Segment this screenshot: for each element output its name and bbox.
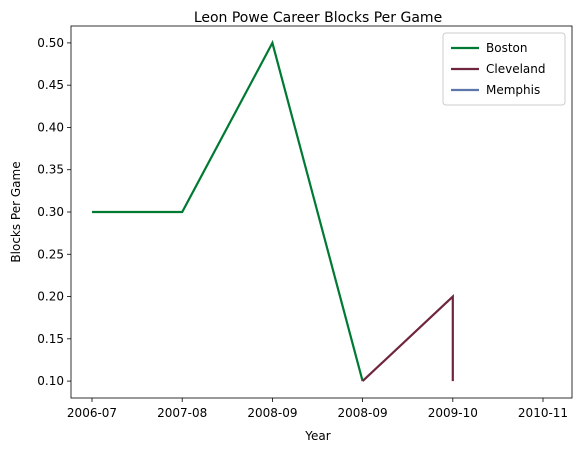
legend-label-cleveland: Cleveland [486, 62, 546, 76]
chart-title: Leon Powe Career Blocks Per Game [194, 10, 442, 26]
x-tick-label: 2010-11 [518, 406, 568, 420]
y-tick-label: 0.25 [37, 247, 64, 261]
legend-label-memphis: Memphis [486, 83, 540, 97]
x-tick-label: 2007-08 [157, 406, 207, 420]
legend-label-boston: Boston [486, 41, 527, 55]
y-tick-label: 0.40 [37, 120, 64, 134]
y-tick-label: 0.45 [37, 78, 64, 92]
series-line-cleveland [361, 294, 454, 382]
series-lines [92, 39, 454, 382]
x-tick-label: 2008-09 [338, 406, 388, 420]
y-axis-title: Blocks Per Game [9, 161, 23, 262]
y-tick-label: 0.35 [37, 163, 64, 177]
y-tick-label: 0.20 [37, 290, 64, 304]
x-tick-label: 2009-10 [428, 406, 478, 420]
x-axis-title: Year [304, 429, 330, 443]
y-tick-label: 0.10 [37, 374, 64, 388]
y-tick-label: 0.30 [37, 205, 64, 219]
y-axis: 0.10 0.15 0.20 0.25 0.30 0.35 0.40 0.45 0.50 [37, 36, 71, 388]
legend-box [442, 32, 566, 106]
x-tick-label: 2006-07 [67, 406, 117, 420]
x-tick-label: 2008-09 [247, 406, 297, 420]
x-axis: 2006-07 2007-08 2008-09 2008-09 2009-10 2010-… [67, 398, 568, 420]
y-tick-label: 0.15 [37, 332, 64, 346]
legend: Boston Cleveland Memphis [442, 32, 566, 106]
series-line-boston [92, 39, 364, 382]
y-tick-label: 0.50 [37, 36, 64, 50]
